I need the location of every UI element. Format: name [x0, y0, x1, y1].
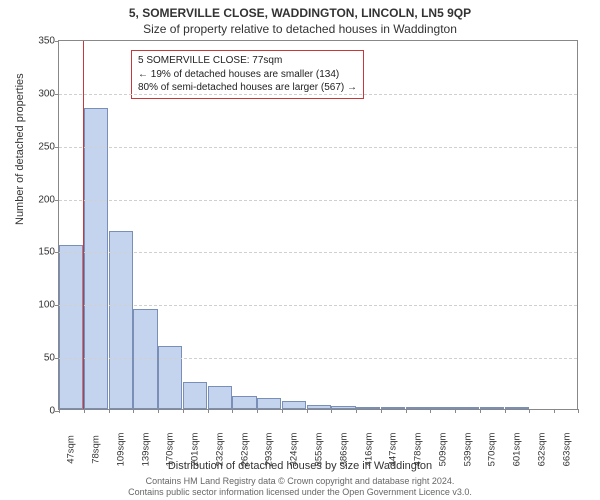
gridline [59, 200, 577, 201]
ytick-mark [55, 200, 59, 201]
xtick-mark [59, 409, 60, 413]
ytick-mark [55, 358, 59, 359]
x-axis-title: Distribution of detached houses by size … [0, 460, 600, 472]
histogram-bar [480, 407, 504, 409]
histogram-bar [455, 407, 479, 409]
xtick-mark [505, 409, 506, 413]
xtick-mark [84, 409, 85, 413]
footer-line2: Contains public sector information licen… [0, 487, 600, 498]
ytick-label: 50 [29, 353, 55, 364]
gridline [59, 147, 577, 148]
xtick-mark [307, 409, 308, 413]
xtick-mark [578, 409, 579, 413]
xtick-mark [257, 409, 258, 413]
histogram-bar [331, 406, 355, 409]
histogram-bar [208, 386, 232, 409]
xtick-mark [480, 409, 481, 413]
histogram-bar [84, 108, 108, 409]
ytick-label: 250 [29, 141, 55, 152]
ytick-mark [55, 41, 59, 42]
ytick-label: 150 [29, 247, 55, 258]
xtick-mark [158, 409, 159, 413]
plot-area: 5 SOMERVILLE CLOSE: 77sqm ← 19% of detac… [58, 40, 578, 410]
histogram-bar [282, 401, 306, 409]
histogram-bar [183, 382, 207, 409]
xtick-mark [133, 409, 134, 413]
ytick-mark [55, 305, 59, 306]
gridline [59, 358, 577, 359]
ytick-label: 0 [29, 406, 55, 417]
histogram-bar [59, 245, 83, 409]
footer-line1: Contains HM Land Registry data © Crown c… [0, 476, 600, 487]
y-axis-title: Number of detached properties [14, 73, 26, 225]
ytick-label: 100 [29, 300, 55, 311]
histogram-bar [158, 346, 182, 409]
gridline [59, 252, 577, 253]
gridline [59, 94, 577, 95]
chart-subtitle: Size of property relative to detached ho… [0, 20, 600, 36]
annotation-line1: 5 SOMERVILLE CLOSE: 77sqm [138, 54, 357, 68]
annotation-line2: ← 19% of detached houses are smaller (13… [138, 68, 357, 82]
histogram-bar [307, 405, 331, 409]
chart-title: 5, SOMERVILLE CLOSE, WADDINGTON, LINCOLN… [0, 0, 600, 20]
property-marker-line [83, 41, 84, 409]
ytick-label: 350 [29, 36, 55, 47]
xtick-mark [381, 409, 382, 413]
ytick-label: 200 [29, 194, 55, 205]
chart-plot-wrap: 5 SOMERVILLE CLOSE: 77sqm ← 19% of detac… [58, 40, 578, 410]
histogram-bar [232, 396, 256, 409]
annotation-line3: 80% of semi-detached houses are larger (… [138, 81, 357, 95]
xtick-mark [331, 409, 332, 413]
xtick-mark [430, 409, 431, 413]
xtick-mark [232, 409, 233, 413]
xtick-mark [183, 409, 184, 413]
histogram-bar [109, 231, 133, 409]
chart-container: 5, SOMERVILLE CLOSE, WADDINGTON, LINCOLN… [0, 0, 600, 500]
xtick-mark [208, 409, 209, 413]
ytick-label: 300 [29, 88, 55, 99]
xtick-mark [529, 409, 530, 413]
xtick-mark [455, 409, 456, 413]
histogram-bar [381, 407, 405, 409]
xtick-mark [282, 409, 283, 413]
gridline [59, 305, 577, 306]
xtick-mark [356, 409, 357, 413]
histogram-bar [406, 407, 430, 409]
xtick-mark [554, 409, 555, 413]
footer: Contains HM Land Registry data © Crown c… [0, 476, 600, 499]
histogram-bar [430, 407, 454, 409]
annotation-box: 5 SOMERVILLE CLOSE: 77sqm ← 19% of detac… [131, 50, 364, 99]
histogram-bar [505, 407, 529, 409]
ytick-mark [55, 252, 59, 253]
histogram-bar [257, 398, 281, 409]
xtick-mark [109, 409, 110, 413]
xtick-mark [406, 409, 407, 413]
ytick-mark [55, 94, 59, 95]
ytick-mark [55, 147, 59, 148]
histogram-bar [356, 407, 380, 409]
